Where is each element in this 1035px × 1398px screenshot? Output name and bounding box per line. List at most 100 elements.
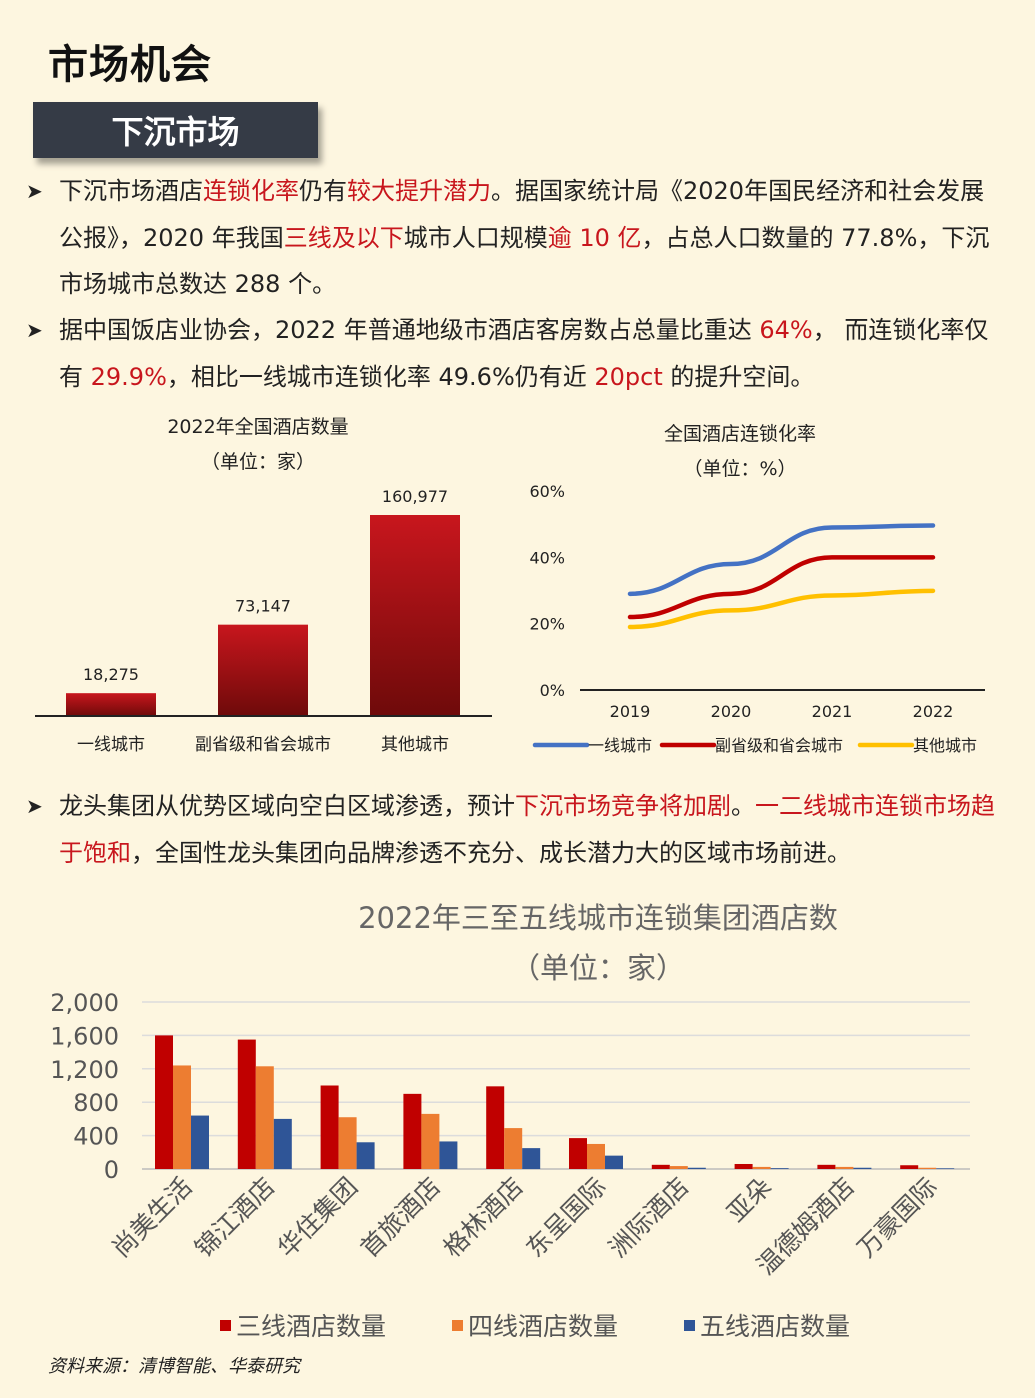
bar [191,1115,209,1169]
y-tick-label: 1,200 [50,1056,119,1084]
category-label: 首旅酒店 [355,1172,446,1263]
category-label: 尚美生活 [106,1172,197,1263]
arrow-bullet-icon: ➤ [26,179,43,203]
bar [403,1093,422,1169]
body-text: 。据国家统计局《2020年国民经济和社会发展公报》，2020 年我国 [59,177,985,252]
bar [338,1117,357,1169]
bar [522,1148,541,1169]
hotel-count-bar-chart: 2022年全国酒店数量 （单位：家） 18,275 一线城市 73,147 副省级和省… [35,416,492,755]
category-label: 锦江酒店 [189,1172,280,1263]
bar [853,1167,872,1169]
bar [587,1143,605,1169]
series-line [627,523,936,597]
bar [155,1035,173,1169]
category-label: 华住集团 [272,1172,363,1263]
bar [421,1113,440,1169]
category-label: 其他城市 [381,735,449,755]
bar [439,1141,458,1169]
body-text: ，全国性龙头集团向品牌渗透不充分、成长潜力大的区域市场前进。 [131,838,851,867]
body-text: 据中国饭店业协会，2022 年普通地级市酒店客房数占总量比重达 [59,316,760,344]
bar [936,1168,955,1169]
chain-group-hotel-bar-chart: 2022年三至五线城市连锁集团酒店数 （单位：家） 0 400 800 1,200 1,… [50,901,970,1341]
bullet-text: 龙头集团从优势区域向空白区域渗透，预计下沉市场竞争将加剧。一二线城市连锁市场趋于… [26,783,1006,876]
legend-label: 副省级和省会城市 [715,736,843,755]
highlight-text: 29.9% [90,362,167,391]
series-line [627,555,936,620]
y-tick-label: 40% [529,548,565,567]
legend-label: 五线酒店数量 [700,1312,850,1341]
bar [569,1138,587,1169]
bar [370,515,460,716]
bar [770,1168,789,1169]
bar [734,1163,753,1169]
bullet-item: ➤ 下沉市场酒店连锁化率仍有较大提升潜力。据国家统计局《2020年国民经济和社会… [26,168,1006,308]
chart-subtitle: （单位：%） [683,458,796,480]
highlight-text: 三线及以下 [283,223,404,252]
highlight-text: 20pct [594,362,663,391]
bar [320,1085,339,1169]
bullet-item: ➤ 龙头集团从优势区域向空白区域渗透，预计下沉市场竞争将加剧。一二线城市连锁市场… [26,783,1006,876]
highlight-text: 一二线城市连锁市场趋于饱和 [59,792,995,867]
bullet-item: ➤ 据中国饭店业协会，2022 年普通地级市酒店客房数占总量比重达 64%， 而… [26,307,1006,400]
x-tick-label: 2021 [812,702,853,721]
category-label: 格林酒店 [438,1172,529,1263]
legend-label: 其他城市 [913,736,977,755]
x-tick-label: 2019 [610,702,651,721]
bar [504,1128,523,1169]
y-tick-label: 20% [529,615,565,634]
arrow-bullet-icon: ➤ [26,794,43,818]
category-label: 万豪国际 [852,1172,943,1263]
series-line [627,588,936,630]
bar [817,1164,836,1169]
body-text: ，相比一线城市连锁化率 49.6%仍有近 [166,362,595,391]
chart-title: 2022年全国酒店数量 [167,416,348,438]
x-tick-label: 2022 [913,702,954,721]
bar [66,693,156,716]
bar [605,1155,623,1169]
y-tick-label: 800 [73,1089,119,1117]
chart-subtitle: （单位：家） [511,951,685,985]
category-label: 副省级和省会城市 [195,735,331,755]
bar [752,1166,771,1169]
bar [173,1065,191,1169]
bar [900,1165,919,1169]
bar [356,1142,375,1169]
data-label: 160,977 [382,487,448,506]
y-tick-label: 1,600 [50,1022,119,1050]
bar [918,1167,937,1169]
bar [218,624,308,716]
bar [237,1039,256,1169]
y-tick-label: 2,000 [50,989,119,1017]
highlight-text: 较大提升潜力 [347,177,491,205]
bullet-text: 据中国饭店业协会，2022 年普通地级市酒店客房数占总量比重达 64%， 而连锁… [26,307,1006,400]
y-tick-label: 0 [104,1156,119,1184]
bar [687,1167,706,1169]
category-label: 洲际酒店 [603,1172,694,1263]
chain-rate-line-chart: 全国酒店连锁化率 （单位：%） 0% 20% 40% 60% 2019 2020 2021 2… [529,423,985,755]
bar [651,1164,670,1169]
source-note: 资料来源：清博智能、华泰研究 [48,1356,300,1377]
data-label: 73,147 [235,597,291,616]
category-label: 亚朵 [721,1172,777,1228]
y-tick-label: 60% [529,482,565,501]
bar [669,1166,688,1169]
y-tick-label: 400 [73,1123,119,1151]
bar [835,1166,854,1169]
body-text: ，占总人口数量的 77.8%，下沉市场城市总数达 288 个。 [59,223,990,299]
arrow-bullet-icon: ➤ [26,318,43,342]
bar [273,1118,292,1169]
section-tag: 下沉市场 [33,102,318,158]
body-text: 下沉市场酒店 [59,177,203,205]
category-label: 东呈国际 [520,1172,611,1263]
bar [255,1066,274,1169]
body-text: 的提升空间。 [662,362,815,391]
body-text: 龙头集团从优势区域向空白区域渗透，预计 [59,792,515,820]
highlight-text: 连锁化率 [203,177,299,205]
chart-title: 2022年三至五线城市连锁集团酒店数 [358,901,838,935]
body-text: 仍有 [299,177,347,205]
highlight-text: 下沉市场竞争将加剧 [515,792,731,820]
body-text: 。 [731,792,755,820]
body-text: ， 而连锁化率仅有 [59,316,989,391]
page-title: 市场机会 [48,42,212,88]
highlight-text: 逾 10 亿 [547,223,642,252]
